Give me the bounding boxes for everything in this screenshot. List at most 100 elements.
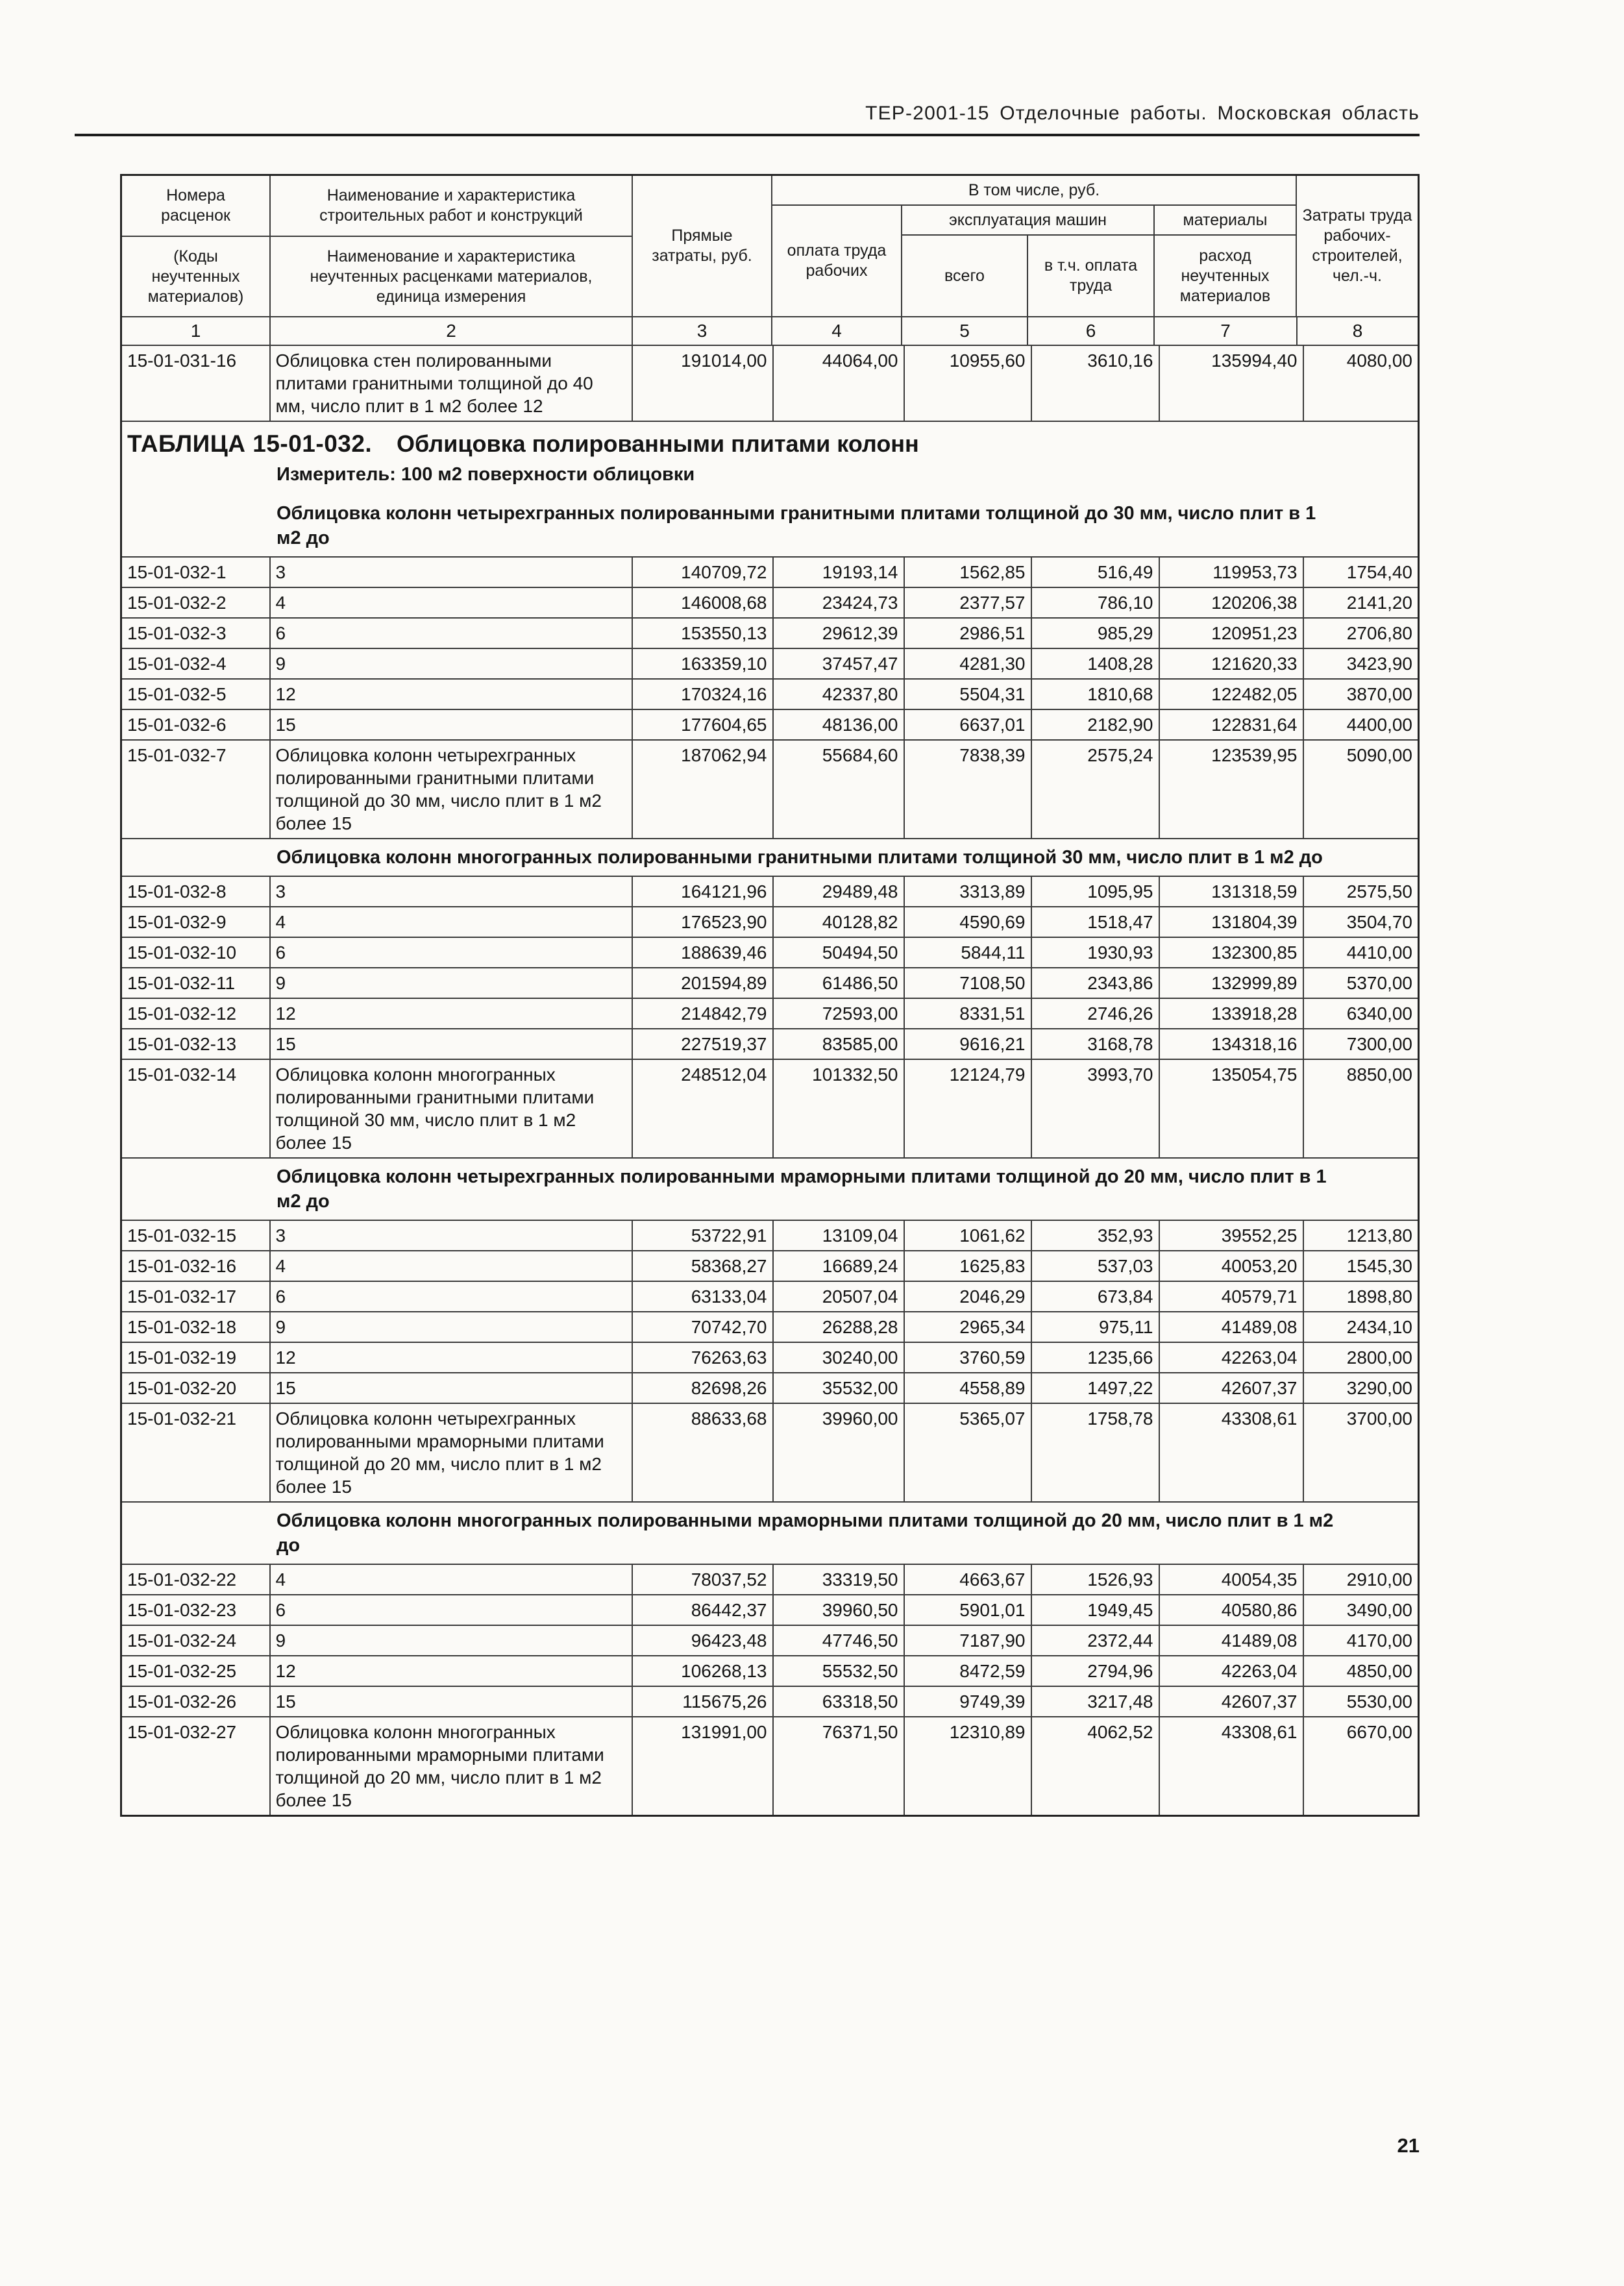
rate-code: 15-01-032-22 (120, 1564, 271, 1595)
rate-value: 153550,13 (631, 617, 774, 649)
rate-value: 12124,79 (903, 1059, 1032, 1159)
rates-table: 15-01-031-16 Облицовка стен полированными… (120, 345, 1420, 1817)
rate-row: 15-01-032-9 4 176523,90 40128,82 4590,69 1518… (120, 906, 1420, 938)
rate-value: 1545,30 (1302, 1250, 1420, 1282)
col-header-codes: Номера расценок (Коды неучтенных материа… (122, 176, 271, 316)
rate-value: 3217,48 (1030, 1686, 1160, 1717)
rate-row: 15-01-031-16 Облицовка стен полированными… (120, 345, 1420, 422)
rate-description: 3 (269, 556, 633, 588)
rates-table-wrapper: Номера расценок (Коды неучтенных материа… (120, 174, 1420, 1817)
rate-value: 135994,40 (1158, 345, 1304, 422)
col-group-including-title: В том числе, руб. (772, 176, 1296, 206)
rate-value: 30240,00 (772, 1342, 905, 1373)
rate-value: 42337,80 (772, 678, 905, 710)
rates-tbody: 15-01-031-16 Облицовка стен полированными… (120, 345, 1420, 1817)
rate-code: 15-01-032-18 (120, 1311, 271, 1343)
rate-value: 55684,60 (772, 739, 905, 839)
rate-value: 131991,00 (631, 1716, 774, 1817)
rate-description: 12 (269, 678, 633, 710)
rate-value: 101332,50 (772, 1059, 905, 1159)
rate-description: 4 (269, 906, 633, 938)
rate-description: 4 (269, 1564, 633, 1595)
rate-value: 4590,69 (903, 906, 1032, 938)
rate-description: 15 (269, 709, 633, 741)
rate-value: 4558,89 (903, 1372, 1032, 1404)
rate-value: 44064,00 (772, 345, 905, 422)
rate-description: 15 (269, 1028, 633, 1060)
rate-value: 3423,90 (1302, 648, 1420, 680)
rate-row: 15-01-032-22 4 78037,52 33319,50 4663,67 1526… (120, 1564, 1420, 1595)
rate-code: 15-01-032-1 (120, 556, 271, 588)
col-header-codes-top: Номера расценок (122, 176, 269, 237)
meter-cell: Измеритель: 100 м2 поверхности облицовки (277, 464, 695, 485)
rate-description: Облицовка колонн четырехгранных полирова… (269, 1403, 633, 1503)
rate-value: 1408,28 (1030, 648, 1160, 680)
rate-value: 76371,50 (772, 1716, 905, 1817)
rate-value: 115675,26 (631, 1686, 774, 1717)
rate-value: 4410,00 (1302, 937, 1420, 968)
rate-value: 122482,05 (1158, 678, 1304, 710)
rate-value: 2965,34 (903, 1311, 1032, 1343)
rate-code: 15-01-032-14 (120, 1059, 271, 1159)
col-group-materials: материалы расход неучтенных материалов (1155, 206, 1296, 316)
rate-value: 13109,04 (772, 1220, 905, 1251)
rate-value: 214842,79 (631, 998, 774, 1029)
rate-description: 12 (269, 998, 633, 1029)
rate-value: 177604,65 (631, 709, 774, 741)
table-title-cell: ТАБЛИЦА 15-01-032. Облицовка полированны… (121, 421, 1419, 462)
section-title: Облицовка колонн четырехгранных полирова… (121, 495, 1419, 558)
col-group-including-body: оплата труда рабочих эксплуатация машин … (772, 206, 1296, 316)
rate-value: 3993,70 (1030, 1059, 1160, 1159)
rate-value: 2434,10 (1302, 1311, 1420, 1343)
rate-value: 164121,96 (631, 876, 774, 907)
rate-code: 15-01-032-10 (120, 937, 271, 968)
rate-value: 3490,00 (1302, 1594, 1420, 1626)
rate-value: 786,10 (1030, 587, 1160, 619)
rate-row: 15-01-032-4 9 163359,10 37457,47 4281,30 1408… (120, 648, 1420, 680)
rate-value: 248512,04 (631, 1059, 774, 1159)
rate-description: 9 (269, 1311, 633, 1343)
col-header-labor-input: Затраты труда рабочих-строителей, чел.-ч… (1302, 206, 1412, 285)
rate-value: 48136,00 (772, 709, 905, 741)
rate-value: 2046,29 (903, 1281, 1032, 1312)
rate-value: 4170,00 (1302, 1625, 1420, 1656)
rate-value: 2746,26 (1030, 998, 1160, 1029)
rate-value: 6637,01 (903, 709, 1032, 741)
rate-value: 131804,39 (1158, 906, 1304, 938)
rate-value: 163359,10 (631, 648, 774, 680)
rate-value: 35532,00 (772, 1372, 905, 1404)
rate-value: 41489,08 (1158, 1311, 1304, 1343)
rate-row: 15-01-032-24 9 96423,48 47746,50 7187,90 2372… (120, 1625, 1420, 1656)
rate-code: 15-01-032-16 (120, 1250, 271, 1282)
rate-value: 188639,46 (631, 937, 774, 968)
rate-value: 673,84 (1030, 1281, 1160, 1312)
column-number: 7 (1155, 317, 1298, 345)
col-group-materials-title: материалы (1155, 206, 1296, 236)
rate-value: 63133,04 (631, 1281, 774, 1312)
rate-description: Облицовка колонн четырехгранных полирова… (269, 739, 633, 839)
rate-value: 42263,04 (1158, 1342, 1304, 1373)
rate-row: 15-01-032-10 6 188639,46 50494,50 5844,11 193… (120, 937, 1420, 968)
rate-row: 15-01-032-2 4 146008,68 23424,73 2377,57 786,… (120, 587, 1420, 619)
rate-description: 4 (269, 1250, 633, 1282)
rate-value: 537,03 (1030, 1250, 1160, 1282)
rate-value: 1930,93 (1030, 937, 1160, 968)
rate-value: 3168,78 (1030, 1028, 1160, 1060)
rate-value: 2706,80 (1302, 617, 1420, 649)
rate-value: 2372,44 (1030, 1625, 1160, 1656)
col-group-including: В том числе, руб. оплата труда рабочих э… (772, 176, 1297, 316)
rate-row: 15-01-032-8 3 164121,96 29489,48 3313,89 1095… (120, 876, 1420, 907)
rate-code: 15-01-031-16 (120, 345, 271, 422)
rate-value: 3313,89 (903, 876, 1032, 907)
rate-description: 9 (269, 967, 633, 999)
rate-value: 83585,00 (772, 1028, 905, 1060)
column-number: 1 (122, 317, 271, 345)
section-title-row: Облицовка колонн четырехгранных полирова… (121, 495, 1419, 558)
rate-value: 8331,51 (903, 998, 1032, 1029)
rate-value: 47746,50 (772, 1625, 905, 1656)
rate-value: 176523,90 (631, 906, 774, 938)
rate-value: 40054,35 (1158, 1564, 1304, 1595)
rate-description: 12 (269, 1342, 633, 1373)
rate-value: 50494,50 (772, 937, 905, 968)
rate-value: 37457,47 (772, 648, 905, 680)
